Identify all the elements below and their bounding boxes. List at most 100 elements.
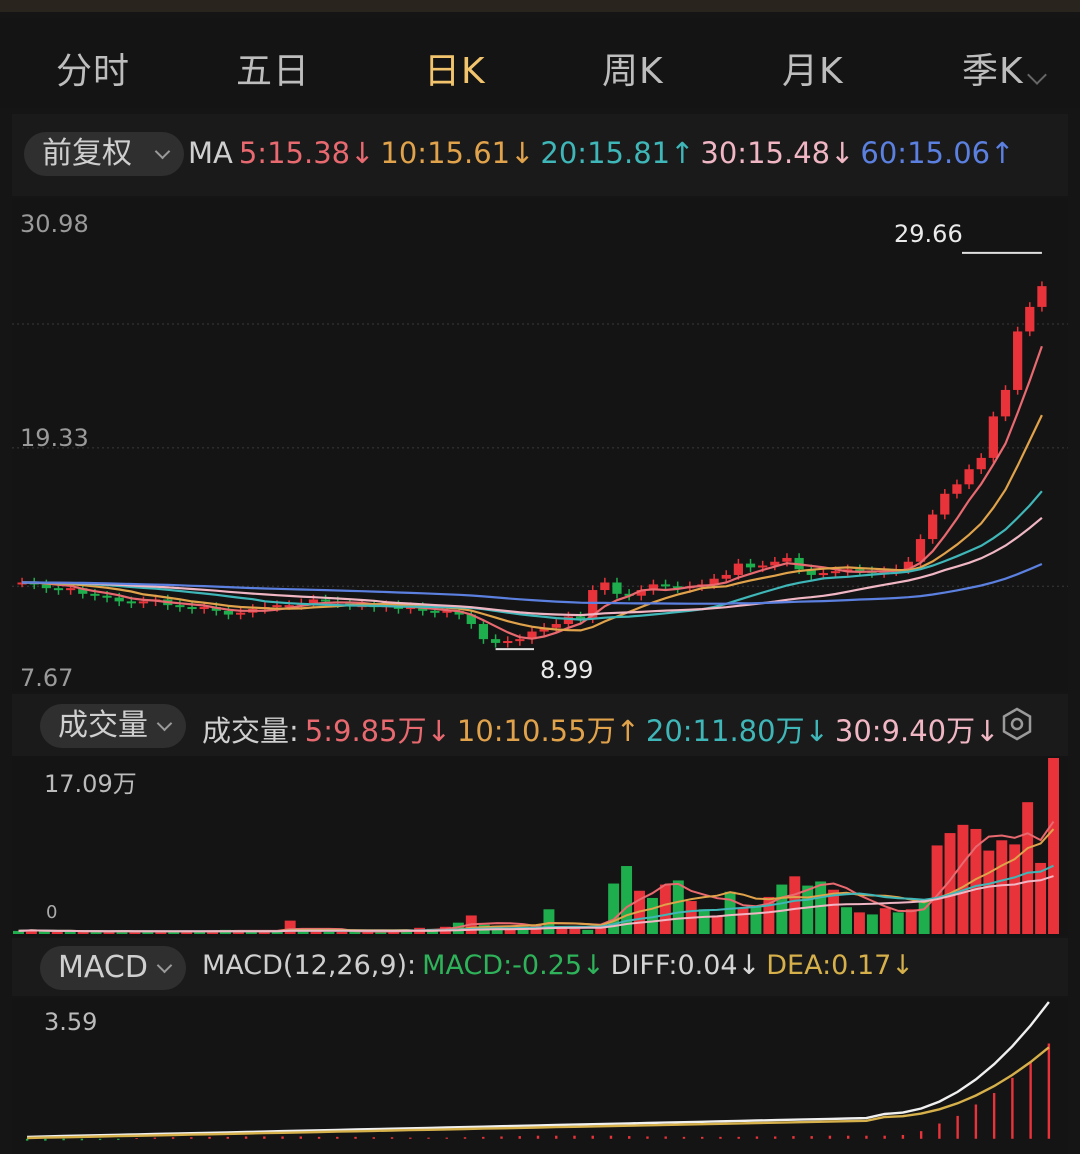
candle [102,595,112,598]
ma5-line [22,345,1043,640]
candle [964,469,974,485]
volume-bar [25,929,37,934]
volume-bar [336,931,348,934]
candle [308,599,319,604]
macd-selector[interactable]: MACD [40,946,186,990]
ma-legend-item-1: 10:15.61↓ [380,136,535,170]
candle [320,599,331,602]
volume-bar [931,845,943,934]
volume-bar [245,930,257,934]
ma-legend-item-4: 60:15.06↑ [860,136,1015,170]
tab-quarterly-k[interactable]: 季K [962,51,1024,92]
volume-legend-prefix: 成交量: [202,714,299,748]
volume-selector-label: 成交量 [58,708,148,743]
macd-legend-item-2: DEA:0.17↓ [766,950,914,981]
volume-bar [646,897,658,934]
candle [588,590,598,619]
volume-bar [763,896,775,934]
volume-bar [232,930,244,934]
candle [442,610,452,613]
volume-legend-bar: 成交量 成交量: 5:9.85万↓ 10:10.55万↑ 20:11.80万↓ 30:9… [12,694,1068,756]
high-price-label: 29.66 [894,220,963,248]
ma60-line [22,562,1043,605]
candle [1013,331,1023,390]
candle [235,612,246,615]
volume-bar [983,850,995,934]
volume-selector[interactable]: 成交量 [40,704,186,748]
candle [818,573,829,576]
volume-legend-item-0: 5:9.85万↓ [304,714,451,748]
tab-monthly-k[interactable]: 月K [782,51,844,92]
macd-chart-canvas [25,1001,1051,1141]
candle [199,607,209,610]
kline-chart[interactable]: 30.98 19.33 7.67 29.66 8.99 [12,198,1068,692]
candle [758,565,768,568]
volume-bar [582,929,594,934]
diff-line [27,1001,1050,1139]
volume-bar [776,884,788,934]
candle [138,601,149,604]
volume-bar [1035,862,1047,934]
volume-bar [271,930,283,934]
candle [126,601,136,604]
candle [527,631,537,640]
chevron-down-icon [154,143,171,160]
settings-icon[interactable] [1000,707,1034,741]
tab-intraday[interactable]: 分时 [56,51,131,92]
candle [284,605,294,608]
candle [187,607,197,610]
tab-five-day[interactable]: 五日 [236,51,311,92]
macd-legend-item-1: DIFF:0.04↓ [610,950,761,981]
tab-daily-k[interactable]: 日K [424,51,486,92]
volume-bar [13,930,24,934]
candle [709,578,719,585]
candle [952,484,962,494]
volume-legend: 成交量: 5:9.85万↓ 10:10.55万↑ 20:11.80万↓ 30:9.40万… [202,708,1011,750]
low-price-label: 8.99 [540,656,594,684]
volume-bar [556,927,568,934]
candle [539,627,549,632]
volume-bar [362,931,374,934]
volume-bar [116,930,128,934]
status-strip [0,0,1080,12]
volume-bar [504,927,516,934]
volume-bar [996,840,1008,934]
candle [721,574,731,579]
volume-bar [258,931,270,934]
candle [175,605,185,608]
candle [223,610,234,615]
volume-bar [802,885,814,934]
volume-bar [853,912,865,934]
volume-bar [1022,802,1034,934]
volume-bar [608,883,620,934]
macd-legend: MACD(12,26,9): MACD:-0.25↓ DIFF:0.04↓ DEA:0… [202,950,926,981]
volume-bar [323,931,335,934]
candle [17,582,27,585]
dea-line [27,1046,1050,1140]
volume-bar [672,880,684,934]
tab-weekly-k[interactable]: 周K [602,51,664,92]
ma-legend-prefix: MA [188,136,233,170]
volume-axis-top: 17.09万 [44,770,137,798]
candle [503,641,513,644]
chevron-down-icon [156,715,173,732]
volume-axis-zero: 0 [46,902,58,923]
macd-chart[interactable]: 3.59 [12,998,1068,1154]
volume-bar [543,909,555,934]
price-chart-canvas [12,251,1068,651]
chevron-down-icon[interactable] [1027,65,1047,85]
volume-bar [207,930,219,934]
vol-ma30-line [18,875,1054,933]
candle [733,563,744,575]
adjust-selector[interactable]: 前复权 [24,132,184,176]
candle [41,584,51,589]
ma-legend-item-2: 20:15.81↑ [540,136,695,170]
ma-legend-item-3: 30:15.48↓ [700,136,855,170]
volume-bar [142,931,154,934]
candle [673,586,683,589]
candle [430,610,440,613]
candle [78,588,88,594]
volume-chart[interactable]: 17.09万 0 [12,756,1068,936]
volume-bar [194,931,206,934]
candle [66,588,76,591]
